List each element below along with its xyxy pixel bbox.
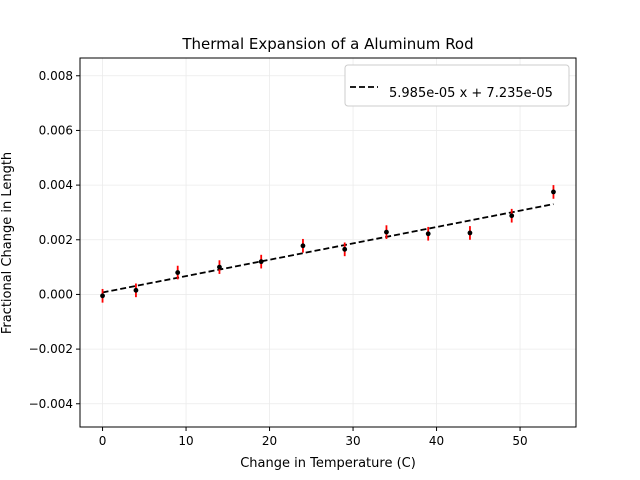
data-point	[217, 264, 222, 270]
data-point	[509, 213, 515, 219]
x-tick-label: 30	[345, 434, 360, 448]
plot-frame	[79, 57, 577, 428]
y-axis-label: Fractional Change in Length	[0, 152, 15, 334]
x-tick-label: 20	[262, 434, 277, 448]
y-axis-ticks: −0.004 −0.002 0.000 0.002 0.004 0.006 0.008	[29, 69, 80, 411]
plot-area	[80, 58, 576, 427]
x-tick-label: 10	[178, 434, 193, 448]
y-tick-label: −0.004	[29, 397, 73, 411]
data-point	[175, 270, 181, 275]
x-axis-label: Change in Temperature (C)	[240, 456, 416, 471]
y-tick-label: 0.006	[39, 123, 73, 137]
data-points-layer	[100, 185, 556, 303]
y-tick-label: 0.008	[39, 69, 73, 83]
grid	[80, 58, 576, 427]
y-tick-label: −0.002	[29, 342, 73, 356]
y-tick-label: 0.000	[39, 287, 73, 301]
data-point	[258, 259, 264, 265]
legend-fit-label: 5.985e-05 x + 7.235e-05	[389, 86, 553, 101]
y-tick-label: 0.002	[39, 233, 73, 247]
data-point	[425, 231, 431, 237]
data-point	[342, 246, 348, 252]
data-point	[300, 243, 306, 249]
data-point	[551, 189, 556, 195]
data-point	[467, 230, 473, 236]
legend: 5.985e-05 x + 7.235e-05	[344, 64, 570, 107]
data-point	[133, 287, 139, 293]
x-tick-label: 50	[512, 434, 527, 448]
chart-title: Thermal Expansion of a Aluminum Rod	[181, 35, 473, 53]
data-point	[100, 293, 105, 299]
legend-box	[344, 64, 570, 107]
data-point	[384, 229, 389, 235]
y-tick-label: 0.004	[39, 178, 73, 192]
x-tick-label: 40	[429, 434, 444, 448]
x-tick-label: 0	[99, 434, 107, 448]
x-axis-ticks: 0 10 20 30 40 50	[99, 427, 528, 448]
